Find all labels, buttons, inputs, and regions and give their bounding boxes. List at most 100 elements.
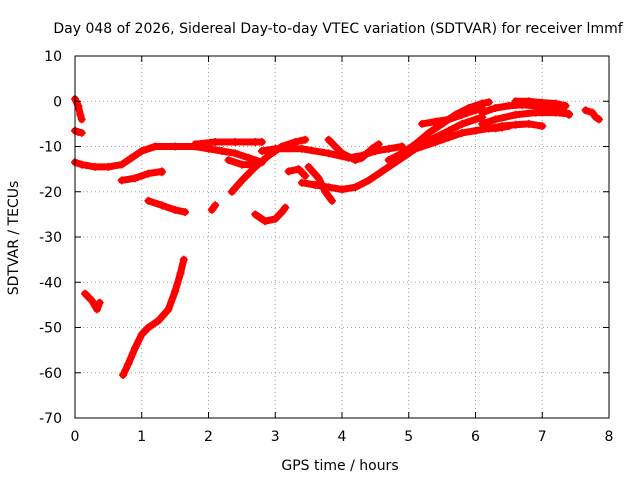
data-point-marker bbox=[284, 167, 293, 176]
data-point-marker bbox=[324, 135, 333, 144]
data-point-marker bbox=[157, 201, 166, 210]
data-point-marker bbox=[281, 203, 290, 212]
y-tick-label: -70 bbox=[39, 411, 62, 427]
y-axis-label: SDTVAR / TECUs bbox=[6, 181, 22, 296]
series-arc-14 bbox=[284, 165, 310, 180]
data-point-marker bbox=[364, 176, 373, 185]
data-point-marker bbox=[378, 167, 386, 176]
data-point-marker bbox=[351, 156, 360, 165]
y-tick-label: -20 bbox=[39, 185, 62, 201]
data-point-marker bbox=[498, 123, 507, 132]
data-point-marker bbox=[277, 208, 286, 217]
data-point-marker bbox=[328, 196, 336, 205]
data-point-marker bbox=[77, 160, 86, 169]
data-point-marker bbox=[314, 174, 323, 183]
data-point-marker bbox=[224, 156, 233, 165]
data-point-marker bbox=[301, 171, 310, 180]
data-point-marker bbox=[321, 187, 330, 196]
series-arc-7 bbox=[119, 255, 188, 379]
y-tick-label: -10 bbox=[39, 140, 62, 156]
y-tick-label: 0 bbox=[53, 94, 62, 110]
data-point-marker bbox=[491, 115, 500, 124]
data-point-marker bbox=[458, 119, 467, 128]
data-point-marker bbox=[171, 287, 180, 296]
data-point-marker bbox=[324, 149, 333, 158]
data-point-marker bbox=[444, 126, 453, 135]
data-point-marker bbox=[137, 330, 146, 339]
data-point-marker bbox=[565, 110, 573, 119]
data-point-marker bbox=[338, 149, 346, 158]
data-point-marker bbox=[244, 153, 253, 162]
series-arc-24 bbox=[511, 97, 570, 110]
data-point-marker bbox=[444, 115, 453, 124]
data-point-marker bbox=[77, 115, 86, 124]
data-point-marker bbox=[95, 298, 104, 307]
data-point-marker bbox=[478, 119, 487, 128]
data-series-layer bbox=[71, 95, 603, 379]
data-point-marker bbox=[431, 138, 440, 146]
series-arc-4 bbox=[117, 167, 166, 185]
y-tick-label: -60 bbox=[39, 366, 62, 382]
series-arc-9 bbox=[191, 138, 266, 149]
data-point-marker bbox=[424, 128, 433, 137]
data-point-marker bbox=[504, 101, 513, 110]
data-point-marker bbox=[151, 142, 160, 151]
series-arc-25 bbox=[581, 106, 603, 124]
data-point-marker bbox=[524, 119, 533, 128]
chart-title: Day 048 of 2026, Sidereal Day-to-day VTE… bbox=[53, 21, 623, 37]
data-point-marker bbox=[104, 162, 113, 171]
x-tick-label: 2 bbox=[204, 429, 213, 445]
data-point-marker bbox=[444, 133, 453, 142]
data-point-marker bbox=[294, 165, 303, 174]
data-point-marker bbox=[297, 144, 306, 153]
data-point-marker bbox=[374, 140, 383, 149]
series-track bbox=[305, 163, 336, 205]
x-axis-label: GPS time / hours bbox=[281, 458, 398, 474]
data-point-marker bbox=[171, 205, 180, 214]
data-point-marker bbox=[418, 119, 427, 128]
data-point-marker bbox=[261, 217, 270, 226]
data-point-marker bbox=[351, 183, 360, 192]
data-point-marker bbox=[404, 147, 413, 155]
y-axis-ticks: 10 0 -10 -20 -30 -40 -50 -60 -70 bbox=[39, 49, 609, 427]
x-axis-ticks: 0 1 2 3 4 5 6 7 8 bbox=[71, 56, 613, 445]
data-point-marker bbox=[217, 147, 226, 155]
data-point-marker bbox=[431, 117, 440, 126]
data-point-marker bbox=[251, 138, 260, 146]
data-point-marker bbox=[478, 108, 487, 117]
data-point-marker bbox=[531, 108, 540, 117]
data-point-marker bbox=[384, 144, 393, 153]
data-point-marker bbox=[87, 296, 96, 305]
data-point-marker bbox=[207, 205, 216, 214]
data-point-marker bbox=[211, 138, 220, 146]
data-point-marker bbox=[144, 169, 153, 178]
data-point-marker bbox=[588, 108, 597, 117]
series-arc-5 bbox=[144, 196, 190, 217]
data-point-marker bbox=[471, 115, 480, 124]
data-point-marker bbox=[157, 168, 166, 177]
data-point-marker bbox=[471, 106, 480, 115]
data-point-marker bbox=[398, 149, 407, 158]
data-point-marker bbox=[301, 135, 310, 144]
data-point-marker bbox=[271, 214, 280, 223]
data-point-marker bbox=[511, 120, 520, 129]
x-tick-label: 4 bbox=[338, 429, 347, 445]
data-point-marker bbox=[581, 106, 590, 115]
data-point-marker bbox=[524, 97, 533, 106]
data-point-marker bbox=[231, 149, 240, 158]
data-point-marker bbox=[176, 269, 185, 278]
series-arc-1 bbox=[71, 95, 86, 124]
data-point-marker bbox=[231, 138, 240, 146]
data-point-marker bbox=[561, 101, 570, 110]
data-point-marker bbox=[538, 98, 547, 107]
data-point-marker bbox=[311, 181, 320, 189]
data-point-marker bbox=[304, 162, 313, 171]
data-point-marker bbox=[291, 138, 300, 146]
data-point-marker bbox=[458, 128, 467, 137]
y-tick-label: -50 bbox=[39, 321, 62, 337]
data-point-marker bbox=[484, 98, 493, 107]
series-arc-17 bbox=[324, 135, 383, 165]
data-point-marker bbox=[237, 160, 246, 169]
series-track bbox=[81, 290, 104, 313]
